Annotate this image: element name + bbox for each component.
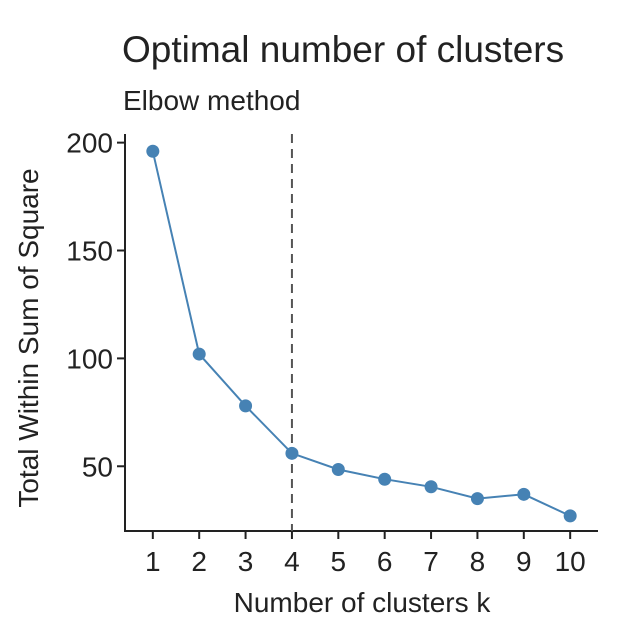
- x-tick-label: 3: [238, 546, 254, 577]
- data-point: [146, 144, 160, 158]
- y-axis-title: Total Within Sum of Square: [13, 168, 44, 507]
- x-axis-title: Number of clusters k: [234, 587, 492, 618]
- x-tick-label: 6: [377, 546, 393, 577]
- y-tick-label: 100: [66, 343, 113, 374]
- x-tick-label: 1: [145, 546, 161, 577]
- x-tick-label: 5: [331, 546, 347, 577]
- series-line: [151, 151, 571, 517]
- data-point: [192, 347, 206, 361]
- x-tick-label: 7: [423, 546, 439, 577]
- x-tick-label: 4: [284, 546, 300, 577]
- x-tick-label: 9: [516, 546, 532, 577]
- chart-subtitle: Elbow method: [123, 85, 300, 116]
- data-point: [563, 509, 577, 523]
- x-tick-label: 2: [191, 546, 207, 577]
- y-tick-label: 200: [66, 128, 113, 159]
- data-point: [285, 446, 299, 460]
- y-tick-label: 150: [66, 236, 113, 267]
- x-tick-label: 10: [555, 546, 586, 577]
- plot-area: 50 100 150 200 1 2 3 4 5 6 7 8 9 10: [66, 128, 598, 577]
- chart-title: Optimal number of clusters: [122, 29, 564, 70]
- data-point: [239, 399, 253, 413]
- data-point: [331, 463, 345, 477]
- x-tick-label: 8: [470, 546, 486, 577]
- data-point: [378, 472, 392, 486]
- data-point: [424, 480, 438, 494]
- data-point: [517, 487, 531, 501]
- y-tick-label: 50: [82, 451, 113, 482]
- data-point: [470, 492, 484, 506]
